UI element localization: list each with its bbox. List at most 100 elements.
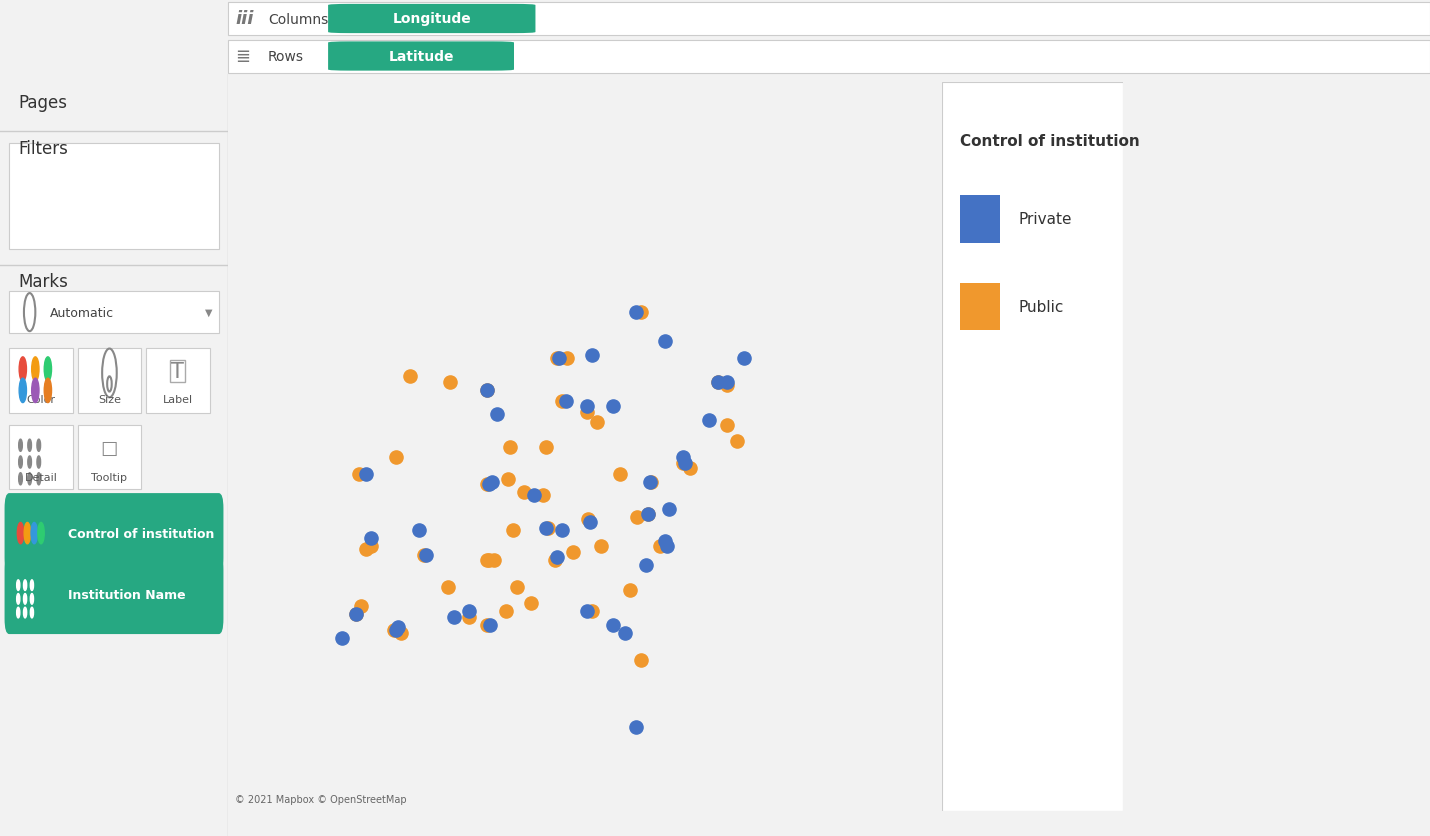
Circle shape (44, 358, 51, 382)
Bar (77, 349, 142, 414)
Point (678, 462, 701, 476)
Text: Filters: Filters (19, 140, 69, 157)
Point (575, 405, 598, 419)
Text: Latitude: Latitude (389, 50, 453, 64)
Text: Longitude: Longitude (392, 13, 470, 27)
Point (486, 408, 509, 421)
Point (556, 351, 579, 364)
FancyBboxPatch shape (4, 493, 223, 573)
Point (649, 540, 672, 553)
Text: Label: Label (163, 395, 193, 405)
Bar (9, 144, 219, 250)
Point (638, 476, 661, 489)
Bar (227, 3, 1430, 36)
FancyBboxPatch shape (4, 554, 223, 635)
Text: ▼: ▼ (204, 308, 212, 318)
Point (602, 400, 625, 413)
Text: Rows: Rows (267, 50, 305, 64)
Point (625, 721, 648, 734)
Circle shape (24, 522, 30, 544)
Point (589, 540, 612, 553)
Point (505, 580, 528, 594)
Point (654, 335, 676, 349)
Point (725, 435, 748, 448)
Point (551, 395, 573, 408)
Point (602, 619, 625, 632)
Point (476, 619, 499, 632)
Point (476, 384, 499, 397)
Circle shape (30, 608, 33, 618)
Point (732, 351, 755, 364)
Text: Control of institution: Control of institution (69, 527, 214, 540)
Text: Tooltip: Tooltip (92, 472, 127, 482)
Point (502, 524, 525, 538)
Point (458, 604, 480, 618)
Point (561, 546, 583, 559)
FancyBboxPatch shape (327, 43, 513, 72)
Point (535, 441, 558, 454)
Point (551, 524, 573, 538)
Point (636, 507, 659, 521)
Point (330, 632, 353, 645)
Circle shape (37, 456, 40, 468)
Point (476, 553, 499, 567)
Point (385, 451, 408, 465)
Circle shape (44, 379, 51, 403)
Point (383, 624, 406, 637)
Point (609, 467, 632, 481)
Circle shape (17, 594, 20, 604)
Text: Detail: Detail (24, 472, 57, 482)
Point (629, 306, 652, 319)
Point (545, 551, 568, 564)
Point (715, 375, 738, 389)
Text: Pages: Pages (19, 94, 67, 112)
Text: Automatic: Automatic (50, 306, 114, 319)
Text: Institution Name: Institution Name (69, 588, 186, 601)
Point (519, 597, 542, 610)
Circle shape (17, 522, 24, 544)
Point (654, 535, 676, 548)
Text: Columns: Columns (267, 13, 329, 27)
Point (512, 487, 535, 500)
Point (480, 476, 503, 489)
Text: Marks: Marks (19, 273, 69, 291)
Point (698, 414, 721, 427)
Point (715, 379, 738, 392)
Point (482, 553, 505, 567)
Circle shape (30, 580, 33, 591)
Point (385, 624, 408, 637)
Point (613, 626, 636, 640)
Circle shape (23, 608, 27, 618)
Text: © 2021 Mapbox © OpenStreetMap: © 2021 Mapbox © OpenStreetMap (235, 793, 406, 803)
Circle shape (19, 456, 23, 468)
Circle shape (17, 608, 20, 618)
Circle shape (27, 440, 31, 451)
Point (706, 375, 729, 389)
Point (439, 375, 462, 389)
Circle shape (27, 456, 31, 468)
Point (415, 548, 438, 562)
Text: ≣: ≣ (235, 48, 250, 66)
Bar (77, 425, 142, 490)
Bar (146, 349, 210, 414)
Point (579, 516, 602, 529)
Text: Private: Private (1018, 212, 1071, 227)
Bar (227, 40, 1430, 74)
Text: Public: Public (1018, 299, 1064, 314)
Circle shape (23, 594, 27, 604)
Point (478, 553, 500, 567)
Point (575, 604, 598, 618)
Point (581, 349, 603, 362)
Circle shape (19, 473, 23, 485)
Circle shape (17, 580, 20, 591)
Point (360, 532, 383, 545)
Point (355, 467, 378, 481)
Point (495, 604, 518, 618)
Bar (960, 196, 1000, 243)
Point (496, 472, 519, 486)
Point (478, 478, 500, 492)
Point (581, 604, 603, 618)
Circle shape (19, 440, 23, 451)
Circle shape (31, 379, 39, 403)
Circle shape (30, 594, 33, 604)
